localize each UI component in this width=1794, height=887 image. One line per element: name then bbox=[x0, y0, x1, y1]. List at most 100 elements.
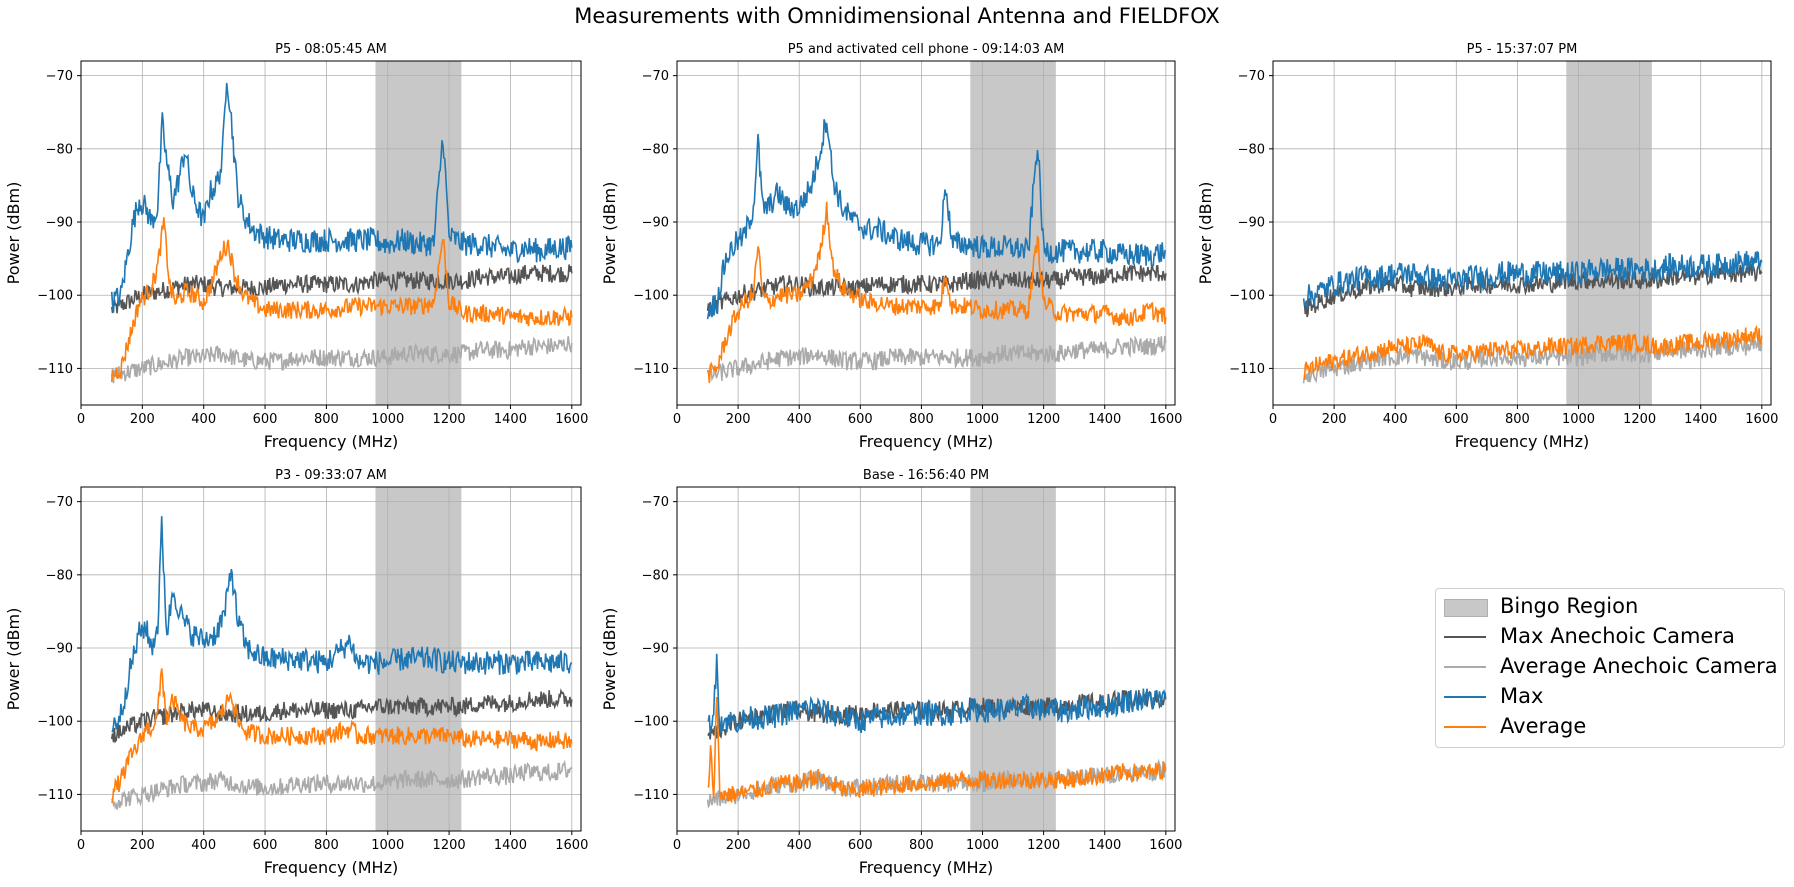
x-tick-label: 1000 bbox=[371, 412, 404, 427]
subplot-1: 0 200 400 600 800 1000 1200 1400 1600 −110 −100 −90… bbox=[4, 42, 588, 451]
subplot-title: P3 - 09:33:07 AM bbox=[275, 468, 387, 483]
legend-item-max: Max bbox=[1436, 683, 1784, 711]
legend-line-swatch bbox=[1444, 666, 1486, 668]
legend-label: Average bbox=[1500, 714, 1587, 738]
figure-title: Measurements with Omnidimensional Antenn… bbox=[574, 4, 1220, 28]
x-tick-label: 1400 bbox=[1088, 838, 1121, 853]
subplot-title: P5 - 08:05:45 AM bbox=[275, 42, 387, 57]
axes-frame bbox=[1272, 60, 1772, 406]
x-tick-label: 0 bbox=[1269, 412, 1277, 427]
series-line bbox=[110, 668, 573, 804]
x-tick-label: 1600 bbox=[555, 838, 588, 853]
x-tick-label: 600 bbox=[848, 412, 873, 427]
y-tick-label: −100 bbox=[633, 715, 669, 730]
y-tick-label: −80 bbox=[642, 142, 669, 157]
legend-patch-swatch bbox=[1444, 599, 1488, 617]
x-tick-label: 1000 bbox=[371, 838, 404, 853]
series-line bbox=[1303, 324, 1763, 381]
x-tick-label: 1400 bbox=[1684, 412, 1717, 427]
axes-frame bbox=[80, 486, 582, 832]
series-line bbox=[110, 336, 573, 384]
y-tick-label: −110 bbox=[633, 362, 669, 377]
subplot-title: P5 - 15:37:07 PM bbox=[1467, 42, 1578, 57]
subplot-3: 0 200 400 600 800 1000 1200 1400 1600 −110 −100 −90… bbox=[1196, 42, 1778, 451]
legend-label: Max bbox=[1500, 684, 1544, 708]
y-tick-label: −90 bbox=[642, 216, 669, 231]
legend: Bingo Region Max Anechoic Camera Average… bbox=[1435, 588, 1785, 748]
x-tick-label: 1600 bbox=[555, 412, 588, 427]
x-axis-label: Frequency (MHz) bbox=[859, 858, 993, 877]
x-tick-label: 1600 bbox=[1745, 412, 1778, 427]
y-tick-label: −90 bbox=[1238, 216, 1265, 231]
axes-frame bbox=[676, 486, 1176, 832]
x-tick-label: 1200 bbox=[1623, 412, 1656, 427]
x-tick-label: 200 bbox=[130, 838, 155, 853]
x-tick-label: 1200 bbox=[1027, 838, 1060, 853]
x-tick-label: 600 bbox=[253, 412, 278, 427]
x-tick-label: 200 bbox=[1322, 412, 1347, 427]
legend-label: Bingo Region bbox=[1500, 594, 1639, 618]
x-tick-label: 800 bbox=[909, 412, 934, 427]
x-tick-label: 200 bbox=[726, 412, 751, 427]
y-axis-label: Power (dBm) bbox=[4, 608, 23, 711]
x-tick-label: 1200 bbox=[1027, 412, 1060, 427]
x-tick-label: 200 bbox=[130, 412, 155, 427]
x-tick-label: 600 bbox=[253, 838, 278, 853]
x-tick-label: 1400 bbox=[494, 838, 527, 853]
subplot-4: 0 200 400 600 800 1000 1200 1400 1600 −110 −100 −90… bbox=[4, 468, 588, 877]
x-tick-label: 1200 bbox=[433, 838, 466, 853]
y-tick-label: −100 bbox=[1229, 289, 1265, 304]
y-tick-label: −80 bbox=[46, 142, 73, 157]
x-axis-label: Frequency (MHz) bbox=[264, 432, 398, 451]
legend-item-max-anechoic: Max Anechoic Camera bbox=[1436, 623, 1784, 651]
series-line bbox=[707, 696, 1167, 803]
y-tick-label: −80 bbox=[642, 568, 669, 583]
x-tick-label: 1600 bbox=[1149, 412, 1182, 427]
series-line bbox=[111, 516, 573, 733]
series-line bbox=[110, 217, 573, 383]
y-tick-label: −90 bbox=[642, 642, 669, 657]
x-tick-label: 0 bbox=[77, 412, 85, 427]
legend-line-swatch bbox=[1444, 696, 1486, 698]
x-tick-label: 800 bbox=[1505, 412, 1530, 427]
x-tick-label: 400 bbox=[1383, 412, 1408, 427]
legend-label: Max Anechoic Camera bbox=[1500, 624, 1735, 648]
y-tick-label: −100 bbox=[37, 715, 73, 730]
y-tick-label: −100 bbox=[633, 289, 669, 304]
series-line bbox=[1302, 250, 1763, 309]
y-tick-label: −80 bbox=[1238, 142, 1265, 157]
x-tick-label: 1400 bbox=[1088, 412, 1121, 427]
x-tick-label: 600 bbox=[1444, 412, 1469, 427]
subplot-2: 0 200 400 600 800 1000 1200 1400 1600 −110 −100 −90… bbox=[600, 42, 1182, 451]
series-line bbox=[706, 201, 1167, 384]
y-tick-label: −110 bbox=[37, 788, 73, 803]
y-tick-label: −70 bbox=[642, 69, 669, 84]
x-tick-label: 1000 bbox=[1562, 412, 1595, 427]
legend-item-average-anechoic: Average Anechoic Camera bbox=[1436, 653, 1784, 681]
series-line bbox=[110, 82, 573, 313]
legend-line-swatch bbox=[1444, 636, 1486, 638]
x-tick-label: 1400 bbox=[494, 412, 527, 427]
y-tick-label: −90 bbox=[46, 642, 73, 657]
x-tick-label: 0 bbox=[77, 838, 85, 853]
y-tick-label: −90 bbox=[46, 216, 73, 231]
x-tick-label: 0 bbox=[673, 838, 681, 853]
axes-frame bbox=[676, 60, 1176, 406]
x-tick-label: 600 bbox=[848, 838, 873, 853]
series-line bbox=[110, 264, 573, 314]
y-tick-label: −70 bbox=[46, 69, 73, 84]
legend-line-swatch bbox=[1444, 726, 1486, 728]
y-tick-label: −70 bbox=[46, 495, 73, 510]
y-tick-label: −70 bbox=[1238, 69, 1265, 84]
series-line bbox=[110, 688, 573, 744]
x-tick-label: 800 bbox=[909, 838, 934, 853]
x-tick-label: 400 bbox=[191, 412, 216, 427]
x-tick-label: 400 bbox=[787, 838, 812, 853]
x-tick-label: 800 bbox=[314, 838, 339, 853]
y-tick-label: −110 bbox=[37, 362, 73, 377]
series-line bbox=[706, 335, 1167, 382]
subplot-title: Base - 16:56:40 PM bbox=[863, 468, 989, 483]
x-axis-label: Frequency (MHz) bbox=[264, 858, 398, 877]
legend-label: Average Anechoic Camera bbox=[1500, 654, 1778, 678]
